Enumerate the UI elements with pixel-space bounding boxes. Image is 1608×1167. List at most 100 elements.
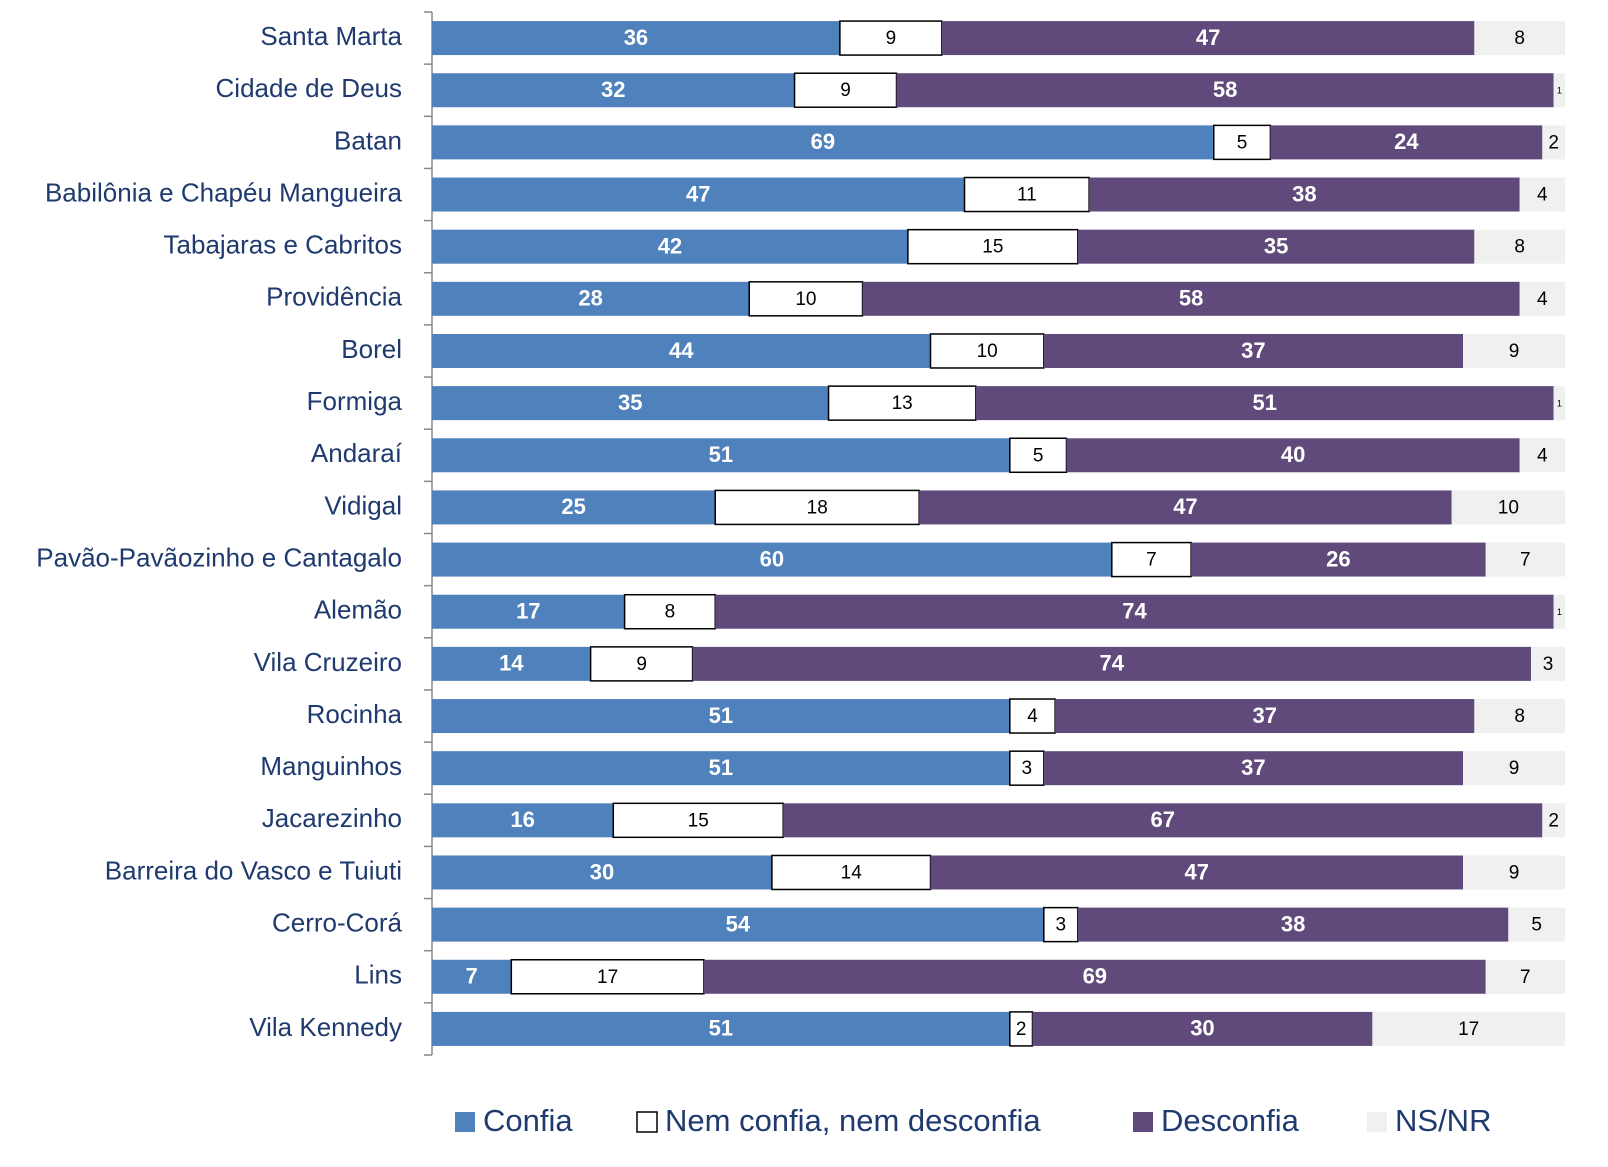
value-label: 42 — [658, 233, 682, 258]
bar-segment — [432, 333, 931, 368]
bar-segment — [1463, 855, 1565, 890]
legend-swatch — [455, 1112, 475, 1132]
value-label: 58 — [1179, 286, 1203, 311]
bar-segment — [771, 854, 932, 891]
bar-segment — [1474, 21, 1565, 56]
value-label: 9 — [1509, 862, 1520, 883]
value-label: 40 — [1281, 442, 1305, 467]
bar-segment — [919, 490, 1452, 525]
value-label: 3 — [1056, 915, 1067, 936]
value-label: 44 — [669, 338, 694, 363]
bar-segment — [432, 907, 1044, 942]
value-label: 25 — [561, 494, 585, 519]
value-label: 2 — [1016, 1019, 1027, 1040]
value-label: 4 — [1537, 289, 1548, 310]
bar-segment — [1066, 438, 1520, 473]
value-label: 14 — [841, 862, 863, 883]
bar-segment — [1463, 333, 1565, 368]
bar-segment — [963, 176, 1090, 213]
bar-segment — [1009, 698, 1056, 734]
bar-segment — [1463, 751, 1565, 786]
legend-label: Nem confia, nem desconfia — [665, 1103, 1041, 1138]
category-label: Vila Cruzeiro — [254, 647, 402, 677]
value-label: 37 — [1253, 703, 1277, 728]
bar-segment — [827, 385, 977, 421]
value-label: 60 — [760, 546, 784, 571]
bar-segment — [692, 646, 1532, 681]
category-label: Jacarezinho — [262, 803, 402, 833]
value-label: 3 — [1543, 654, 1554, 675]
bar-segment — [432, 21, 840, 56]
value-label: 4 — [1537, 185, 1548, 206]
bar-segment — [1542, 803, 1565, 838]
bar-segment — [432, 490, 716, 525]
bar-segment — [975, 386, 1554, 421]
legend-swatch — [1133, 1112, 1153, 1132]
bar-segment — [612, 802, 784, 839]
value-label: 74 — [1100, 651, 1125, 676]
value-label: 51 — [709, 442, 733, 467]
value-label: 7 — [466, 964, 478, 989]
bar-segment — [1055, 699, 1475, 734]
category-label: Cerro-Corá — [272, 908, 403, 938]
bar-segment — [432, 229, 908, 264]
bar-segment — [432, 386, 829, 421]
value-label: 4 — [1027, 706, 1038, 727]
category-label: Borel — [341, 334, 402, 364]
category-label: Manguinhos — [260, 751, 402, 781]
bar-segment — [1032, 1011, 1373, 1046]
bar-segment — [432, 751, 1010, 786]
bar-segment — [1542, 125, 1565, 160]
bar-segment — [432, 1011, 1010, 1046]
bar-segment — [1485, 542, 1565, 577]
value-label: 2 — [1548, 132, 1559, 153]
value-label: 1 — [1557, 399, 1562, 409]
value-label: 35 — [1264, 233, 1288, 258]
value-label: 8 — [665, 602, 676, 623]
bar-segment — [1485, 959, 1565, 994]
value-label: 8 — [1514, 706, 1525, 727]
value-label: 47 — [1185, 859, 1209, 884]
value-label: 14 — [499, 651, 524, 676]
bar-segment — [1372, 1011, 1565, 1046]
bar-segment — [930, 855, 1464, 890]
category-label: Tabajaras e Cabritos — [164, 230, 402, 260]
value-label: 10 — [977, 341, 998, 362]
value-label: 9 — [1509, 758, 1520, 779]
bar-segment — [432, 699, 1010, 734]
value-label: 9 — [1509, 341, 1520, 362]
value-label: 16 — [510, 807, 534, 832]
value-label: 24 — [1394, 129, 1419, 154]
value-label: 15 — [688, 810, 709, 831]
value-label: 51 — [709, 703, 733, 728]
value-label: 37 — [1241, 755, 1265, 780]
bar-segment — [432, 542, 1112, 577]
value-label: 54 — [726, 911, 751, 936]
value-label: 17 — [1458, 1019, 1479, 1040]
bar-segment — [862, 281, 1520, 316]
value-label: 51 — [709, 755, 733, 780]
value-label: 10 — [1498, 497, 1519, 518]
value-label: 51 — [709, 1016, 733, 1041]
category-label: Cidade de Deus — [216, 73, 402, 103]
bar-segment — [432, 959, 512, 994]
category-label: Barreira do Vasco e Tuiuti — [105, 855, 402, 885]
bar-segment — [432, 125, 1214, 160]
bar-segment — [1553, 594, 1565, 629]
value-label: 1 — [1557, 607, 1562, 617]
value-label: 17 — [597, 967, 618, 988]
category-label: Providência — [266, 282, 402, 312]
bar-segment — [510, 959, 705, 995]
bar-segment — [941, 21, 1475, 56]
value-label: 10 — [795, 289, 816, 310]
bar-segment — [1270, 125, 1543, 160]
category-label: Formiga — [307, 386, 403, 416]
bar-segment — [1553, 386, 1565, 421]
value-label: 15 — [982, 237, 1003, 258]
bar-segment — [1474, 229, 1565, 264]
value-label: 8 — [1514, 28, 1525, 49]
value-label: 30 — [590, 859, 614, 884]
bar-segment — [1077, 229, 1475, 264]
value-label: 51 — [1253, 390, 1277, 415]
